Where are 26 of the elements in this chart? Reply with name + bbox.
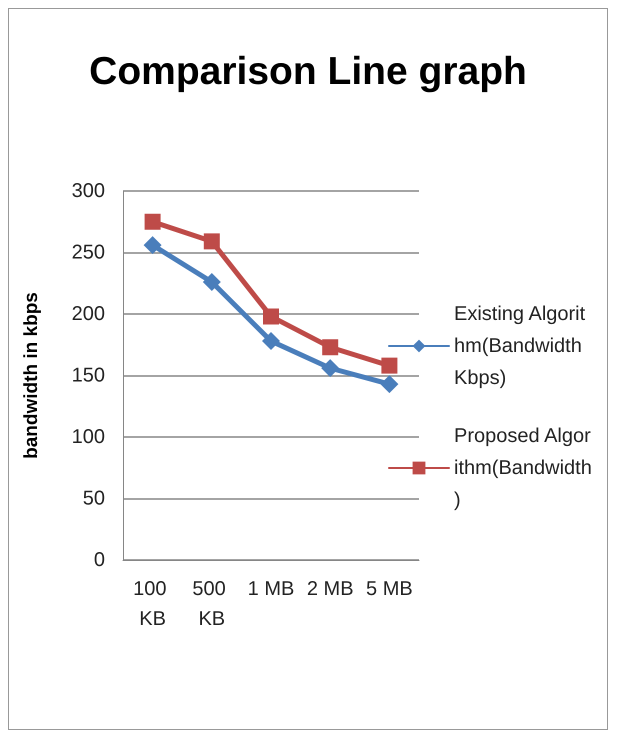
- point: [262, 332, 280, 350]
- x-tick-label: 2 MB: [306, 578, 354, 600]
- point: [144, 214, 161, 230]
- x-tick-label: 100 KB: [133, 578, 172, 630]
- y-tick-label: 300: [72, 180, 105, 202]
- y-tick-label: 250: [72, 242, 105, 264]
- point: [381, 358, 398, 374]
- point: [144, 236, 162, 254]
- chart-title: Comparison Line graph: [89, 50, 527, 93]
- y-tick-label: 200: [72, 303, 105, 325]
- x-tick-label: 5 MB: [366, 578, 413, 600]
- y-axis-title: bandwidth in kbps: [21, 292, 42, 459]
- point: [322, 339, 338, 356]
- point: [263, 308, 279, 324]
- x-tick-label: 1 MB: [248, 578, 294, 600]
- legend-label: Existing Algorithm(Bandwidth Kbps): [454, 303, 588, 389]
- legend-label: Proposed Algorithm(Bandwidth): [454, 425, 592, 511]
- y-tick-label: 150: [72, 364, 105, 386]
- point: [321, 359, 340, 378]
- point: [202, 273, 221, 292]
- x-tick-label: 500 KB: [192, 578, 232, 630]
- point: [380, 375, 398, 394]
- y-tick-label: 50: [82, 488, 105, 510]
- point: [204, 233, 220, 250]
- y-tick-label: 100: [72, 426, 105, 448]
- y-tick-label: 0: [94, 549, 105, 571]
